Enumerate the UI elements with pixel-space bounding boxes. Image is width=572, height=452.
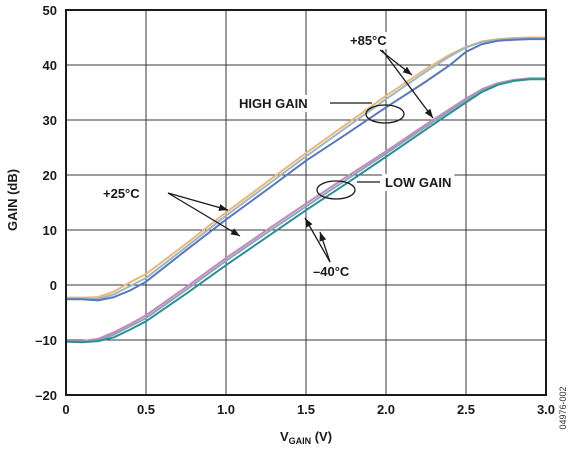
data-series — [65, 36, 546, 344]
arrowhead — [230, 228, 240, 236]
y-tick-label: 20 — [43, 168, 57, 183]
annotation-backdrop — [310, 263, 353, 280]
annotation-85c: +85°C — [350, 33, 387, 48]
y-axis-tick-labels: –20 –10 0 10 20 30 40 50 — [35, 3, 57, 403]
x-tick-label: 1.0 — [217, 402, 235, 417]
annotation-high-gain: HIGH GAIN — [239, 96, 308, 111]
x-tick-label: 3.0 — [537, 402, 555, 417]
y-tick-label: 40 — [43, 58, 57, 73]
series-line-2 — [66, 37, 546, 300]
x-axis-label-main: V — [280, 429, 289, 444]
x-axis-tick-labels: 0 0.5 1.0 1.5 2.0 2.5 3.0 — [62, 402, 555, 417]
p85-arrow-2 — [381, 49, 434, 119]
high-gain-ellipse — [365, 104, 405, 124]
annotation-minus-40c: –40°C — [313, 264, 350, 279]
annotation-backdrop — [100, 185, 144, 202]
plot-frame — [65, 9, 547, 396]
x-axis-label-unit: (V) — [311, 429, 332, 444]
figure-id: 04976-002 — [558, 386, 568, 429]
grid-lines — [66, 10, 546, 395]
y-tick-label: –10 — [35, 333, 57, 348]
p25-arrow-2 — [167, 192, 241, 237]
y-tick-label: 50 — [43, 3, 57, 18]
annotation-25c: +25°C — [103, 186, 140, 201]
x-axis-label: VGAIN (V) — [280, 429, 332, 446]
arrowhead — [424, 108, 433, 118]
annotation-low-gain: LOW GAIN — [385, 175, 451, 190]
x-tick-label: 2.0 — [377, 402, 395, 417]
y-axis-label: GAIN (dB) — [5, 169, 20, 231]
arrowhead — [319, 232, 327, 242]
series-line-6 — [65, 78, 546, 344]
p25-arrow-1 — [167, 192, 229, 211]
annotation-backdrop — [347, 32, 391, 49]
series-line-3 — [66, 38, 546, 302]
y-tick-label: 0 — [50, 278, 57, 293]
low-gain-ellipse — [316, 180, 356, 200]
annotation-backdrop — [382, 174, 455, 191]
y-tick-label: 30 — [43, 113, 57, 128]
y-tick-label: –20 — [35, 388, 57, 403]
arrowhead — [218, 204, 228, 211]
arrowhead — [402, 66, 412, 75]
x-tick-label: 0.5 — [137, 402, 155, 417]
x-tick-label: 1.5 — [297, 402, 315, 417]
series-line-5 — [66, 77, 546, 343]
x-tick-label: 2.5 — [457, 402, 475, 417]
y-tick-label: 10 — [43, 223, 57, 238]
annotation-backdrop — [236, 95, 311, 112]
x-tick-label: 0 — [62, 402, 69, 417]
arrowhead — [305, 218, 313, 228]
arrowheads — [218, 66, 433, 242]
x-axis-label-subscript: GAIN — [289, 436, 312, 446]
